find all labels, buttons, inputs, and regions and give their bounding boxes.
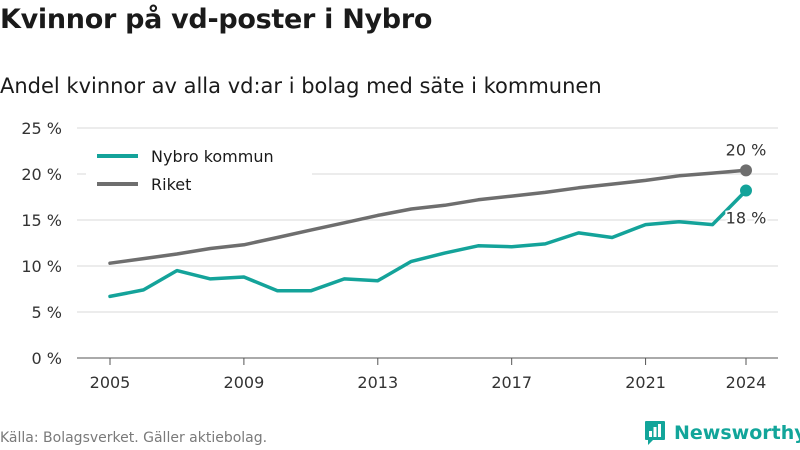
legend-label-riket: Riket <box>151 175 191 194</box>
x-tick-label: 2021 <box>625 373 666 392</box>
y-tick-label: 10 % <box>21 257 62 276</box>
legend: Nybro kommun Riket <box>86 140 312 200</box>
end-point-nybro <box>740 184 752 197</box>
end-point-riket <box>740 164 752 177</box>
end-label-riket: 20 % <box>726 140 767 159</box>
y-tick-label: 20 % <box>21 165 62 184</box>
series-line-nybro <box>108 188 748 299</box>
x-tick-label: 2017 <box>491 373 532 392</box>
y-axis: 0 % 5 % 10 % 15 % 20 % 25 % <box>21 119 62 368</box>
y-tick-label: 0 % <box>32 349 62 368</box>
source-note: Källa: Bolagsverket. Gäller aktiebolag. <box>0 430 268 446</box>
chart-subtitle: Andel kvinnor av alla vd:ar i bolag med … <box>0 74 602 98</box>
legend-label-nybro: Nybro kommun <box>151 147 274 166</box>
brand-logo: Newsworthy <box>644 420 800 446</box>
y-tick-label: 25 % <box>21 119 62 138</box>
legend-background <box>86 140 312 200</box>
x-tick-label: 2013 <box>357 373 398 392</box>
y-tick-label: 5 % <box>32 303 62 322</box>
x-tick-label: 2009 <box>224 373 265 392</box>
x-axis: 2005 2009 2013 2017 2021 2024 <box>90 358 767 392</box>
newsworthy-logo-icon <box>645 421 665 445</box>
y-tick-label: 15 % <box>21 211 62 230</box>
end-label-nybro: 18 % <box>726 209 767 228</box>
series-line-riket <box>108 168 748 265</box>
brand-name: Newsworthy <box>674 422 800 444</box>
series-lines: 20 % 18 % <box>108 138 768 299</box>
x-tick-label: 2024 <box>726 373 767 392</box>
chart-title: Kvinnor på vd-poster i Nybro <box>0 4 433 35</box>
x-tick-label: 2005 <box>90 373 131 392</box>
